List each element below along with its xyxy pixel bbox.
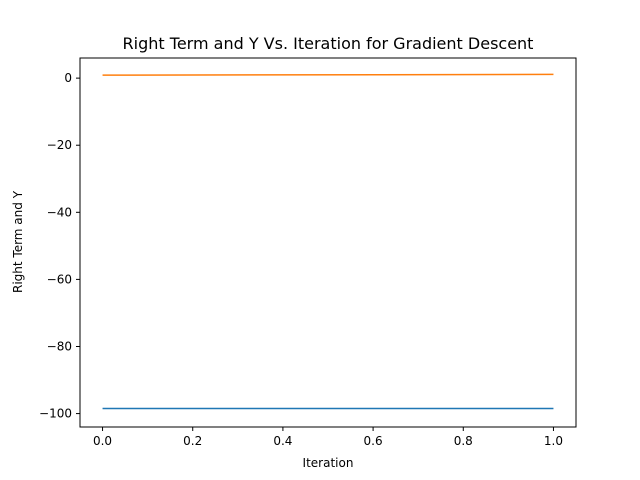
x-axis: 0.0 0.2 0.4 0.6 0.8 1.0 <box>93 427 563 448</box>
y-tick-label: −60 <box>47 272 72 286</box>
series-layer <box>102 73 554 410</box>
y-tick-label: −20 <box>47 138 72 152</box>
chart-title: Right Term and Y Vs. Iteration for Gradi… <box>123 34 534 53</box>
x-tick-label: 1.0 <box>544 434 563 448</box>
series-line-1 <box>102 73 554 76</box>
x-tick-label: 0.4 <box>273 434 292 448</box>
y-tick-label: 0 <box>64 71 72 85</box>
x-tick-label: 0.6 <box>364 434 383 448</box>
x-tick-label: 0.2 <box>183 434 202 448</box>
x-axis-label: Iteration <box>303 456 354 470</box>
y-tick-label: −80 <box>47 339 72 353</box>
y-axis: 0 −20 −40 −60 −80 −100 <box>39 71 80 421</box>
y-axis-label: Right Term and Y <box>11 190 25 293</box>
x-tick-label: 0.0 <box>93 434 112 448</box>
y-tick-label: −40 <box>47 205 72 219</box>
y-tick-label: −100 <box>39 407 72 421</box>
x-tick-label: 0.8 <box>454 434 473 448</box>
plot-area-frame <box>79 57 577 428</box>
